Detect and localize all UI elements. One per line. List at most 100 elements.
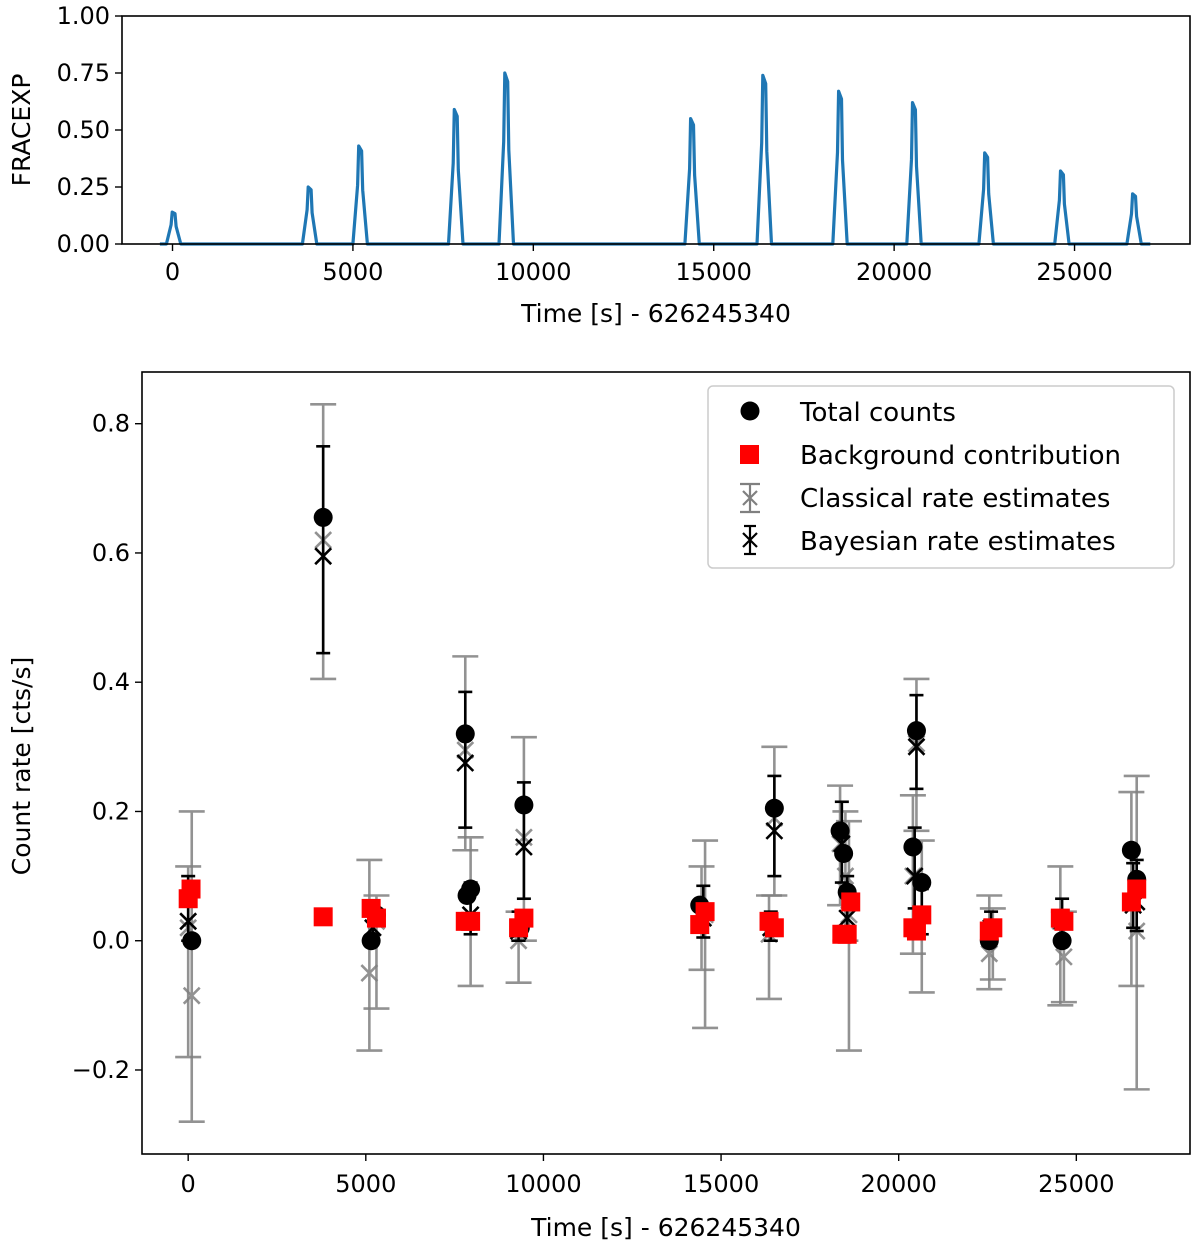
total-counts-point bbox=[912, 873, 932, 893]
count-rate-x-tick-label: 15000 bbox=[683, 1170, 759, 1198]
fracexp-y-tick-label: 0.00 bbox=[57, 230, 110, 258]
background-point bbox=[841, 892, 861, 912]
count-rate-x-tick-label: 25000 bbox=[1038, 1170, 1114, 1198]
fracexp-x-tick-label: 15000 bbox=[676, 258, 752, 286]
legend-total-counts-marker bbox=[740, 401, 760, 421]
background-point bbox=[313, 907, 333, 927]
classical-rate-point bbox=[178, 810, 205, 1123]
count-rate-x-ticks: 0 5000 10000 15000 20000 25000 bbox=[181, 1154, 1114, 1198]
bayesian-rate-point bbox=[456, 690, 475, 829]
classical-rate-point bbox=[1123, 774, 1150, 1091]
fracexp-x-ticks: 0 5000 10000 15000 20000 25000 bbox=[165, 244, 1113, 286]
count-rate-x-tick-label: 0 bbox=[181, 1170, 196, 1198]
classical-rate-point bbox=[356, 858, 383, 1052]
count-rate-x-tick-label: 20000 bbox=[861, 1170, 937, 1198]
count-rate-y-tick-label: 0.0 bbox=[92, 927, 130, 955]
bayesian-rate-x-marker bbox=[765, 821, 784, 840]
total-counts-point bbox=[903, 837, 923, 857]
fracexp-y-tick-label: 0.25 bbox=[57, 173, 110, 201]
classical-rate-x-marker bbox=[182, 986, 201, 1005]
bayesian-rate-point bbox=[314, 445, 333, 655]
bayesian-rate-point bbox=[907, 693, 926, 791]
fracexp-panel: 0 5000 10000 15000 20000 25000 0.000.250.500.… bbox=[7, 2, 1191, 328]
fracexp-plot-area bbox=[159, 71, 1151, 246]
count-rate-y-tick-label: 0.6 bbox=[92, 539, 130, 567]
count-rate-y-tick-label: 0.4 bbox=[92, 668, 130, 696]
legend-total-counts-label: Total counts bbox=[799, 398, 956, 428]
fracexp-y-tick-label: 0.50 bbox=[57, 116, 110, 144]
legend-entry-total-counts: Total counts bbox=[740, 398, 956, 428]
total-counts-point bbox=[764, 798, 784, 818]
count-rate-axes-frame bbox=[141, 371, 1191, 1155]
count-rate-y-tick-label: 0.2 bbox=[92, 797, 130, 825]
background-point bbox=[983, 918, 1003, 938]
legend-classical-x-marker bbox=[742, 490, 758, 506]
fracexp-y-ticks: 0.00 0.25 0.50 0.75 1.00 bbox=[57, 2, 122, 258]
bayesian-rate-x-marker bbox=[838, 909, 857, 928]
fracexp-y-tick-label: 1.00 bbox=[57, 2, 110, 30]
legend-entry-bayesian bbox=[742, 524, 758, 556]
fracexp-x-tick-label: 20000 bbox=[856, 258, 932, 286]
total-counts-point bbox=[830, 821, 850, 841]
fracexp-series-line bbox=[159, 71, 1151, 246]
classical-rate-x-marker bbox=[1054, 947, 1073, 966]
total-counts-point bbox=[361, 931, 381, 951]
background-point bbox=[461, 911, 481, 931]
background-point bbox=[366, 908, 386, 928]
bayesian-rate-x-marker bbox=[514, 838, 533, 856]
count-rate-x-axis-title: Time [s] - 626245340 bbox=[530, 1213, 801, 1242]
fracexp-y-tick-label: 0.75 bbox=[57, 59, 110, 87]
fracexp-x-axis-title: Time [s] - 626245340 bbox=[520, 299, 791, 328]
legend-bayesian-x-marker bbox=[742, 532, 758, 548]
legend-entry-background: Background contribution bbox=[740, 441, 1121, 471]
background-point bbox=[1127, 879, 1147, 899]
count-rate-y-tick-label: −0.2 bbox=[72, 1056, 130, 1084]
legend-background-marker bbox=[740, 445, 759, 464]
total-counts-point bbox=[461, 879, 481, 899]
background-point bbox=[912, 905, 932, 925]
total-counts-point bbox=[1121, 840, 1141, 860]
classical-rate-x-marker bbox=[360, 964, 379, 982]
bayesian-rate-x-marker bbox=[907, 737, 926, 756]
count-rate-y-tick-label: 0.8 bbox=[92, 410, 130, 438]
total-counts-point bbox=[514, 795, 534, 815]
bayesian-rate-point bbox=[832, 800, 851, 884]
fracexp-y-axis-title: FRACEXP bbox=[7, 74, 36, 187]
classical-rate-point bbox=[692, 839, 719, 1030]
background-point bbox=[906, 921, 926, 941]
total-counts-point bbox=[1052, 931, 1072, 951]
count-rate-y-axis-title: Count rate [cts/s] bbox=[7, 657, 36, 875]
count-rate-plot-area bbox=[175, 403, 1150, 1123]
total-counts-point bbox=[906, 721, 926, 741]
background-point bbox=[695, 902, 715, 922]
total-counts-point bbox=[834, 843, 854, 863]
fracexp-x-tick-label: 5000 bbox=[322, 258, 383, 286]
fracexp-axes-frame bbox=[121, 15, 1191, 245]
fracexp-x-tick-label: 10000 bbox=[495, 258, 571, 286]
legend-frame bbox=[707, 385, 1175, 569]
background-point bbox=[764, 918, 784, 938]
background-point bbox=[1054, 911, 1074, 931]
fracexp-x-tick-label: 0 bbox=[165, 258, 180, 286]
bayesian-rate-x-marker bbox=[456, 754, 475, 772]
total-counts-point bbox=[182, 931, 202, 951]
legend: Total counts Background contribution Cla… bbox=[707, 385, 1175, 569]
count-rate-x-tick-label: 10000 bbox=[505, 1170, 581, 1198]
count-rate-panel: 0 5000 10000 15000 20000 25000 −0.2 0.0 0.2 0.4 0… bbox=[7, 371, 1191, 1242]
bayesian-rate-point bbox=[765, 774, 784, 878]
bayesian-rate-x-marker bbox=[314, 547, 333, 566]
bayesian-rate-x-marker bbox=[179, 912, 198, 931]
legend-background-label: Background contribution bbox=[800, 441, 1121, 471]
total-counts-point bbox=[313, 507, 333, 527]
count-rate-x-tick-label: 5000 bbox=[335, 1170, 396, 1198]
legend-entry-classical bbox=[740, 482, 760, 514]
background-point bbox=[514, 908, 534, 928]
fracexp-x-tick-label: 25000 bbox=[1036, 258, 1112, 286]
total-counts-point bbox=[455, 724, 475, 744]
legend-bayesian-label: Bayesian rate estimates bbox=[800, 527, 1116, 557]
legend-classical-label: Classical rate estimates bbox=[800, 484, 1110, 514]
count-rate-y-ticks: −0.2 0.0 0.2 0.4 0.6 0.8 bbox=[72, 410, 142, 1084]
background-point bbox=[181, 879, 201, 899]
background-point bbox=[837, 924, 857, 944]
